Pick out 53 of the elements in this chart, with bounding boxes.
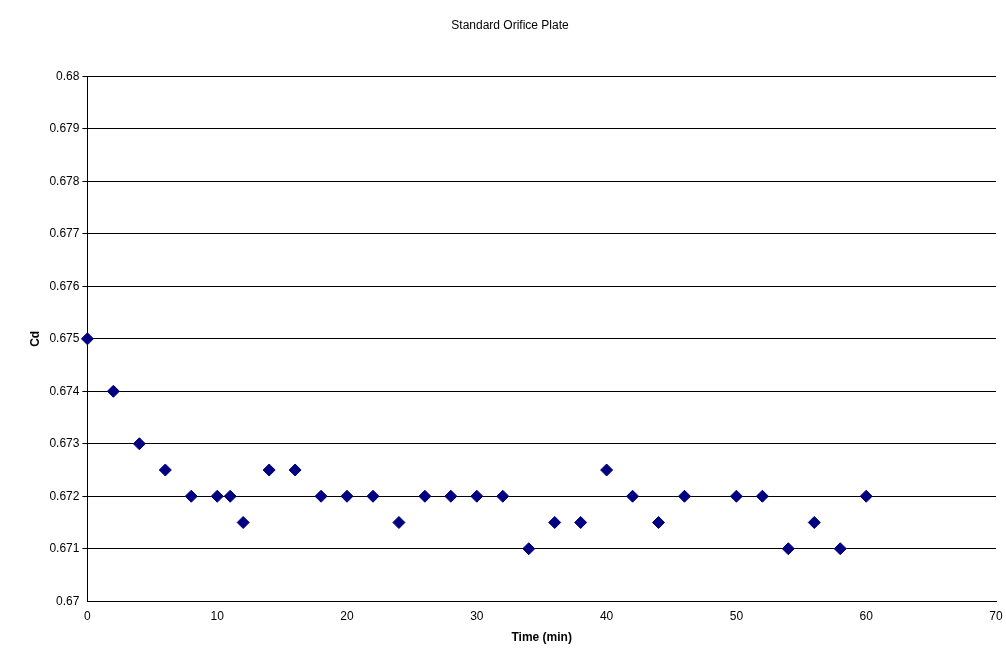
x-tick-label: 70 — [989, 608, 1003, 623]
point — [418, 489, 432, 503]
y-tick-label: 0.671 — [49, 541, 80, 556]
point — [184, 489, 198, 503]
point — [807, 515, 821, 529]
y-tick-label: 0.673 — [49, 436, 80, 451]
x-tick-label: 30 — [470, 608, 484, 623]
point — [288, 463, 302, 477]
point — [548, 515, 562, 529]
point — [496, 489, 510, 503]
point — [444, 489, 458, 503]
y-tick-label: 0.676 — [49, 278, 80, 293]
point — [340, 489, 354, 503]
x-tick-label: 20 — [340, 608, 355, 623]
point — [470, 489, 484, 503]
x-tick-label: 60 — [859, 608, 874, 623]
y-axis-title: Cd — [27, 330, 42, 347]
point — [80, 332, 94, 346]
point — [600, 463, 614, 477]
y-tick-label: 0.67 — [56, 593, 80, 608]
x-tick-label: 50 — [729, 608, 744, 623]
point — [859, 489, 873, 503]
point — [210, 489, 224, 503]
y-tick-label: 0.677 — [49, 226, 80, 241]
y-tick-label: 0.679 — [49, 121, 80, 136]
y-tick-label: 0.672 — [49, 488, 80, 503]
point — [755, 489, 769, 503]
y-tick-label: 0.68 — [56, 68, 80, 83]
point — [106, 384, 120, 398]
point — [236, 515, 250, 529]
point — [522, 542, 536, 556]
point — [132, 437, 146, 451]
x-tick-label: 40 — [599, 608, 614, 623]
y-tick-label: 0.678 — [49, 173, 80, 188]
point — [262, 463, 276, 477]
y-tick-label: 0.674 — [49, 383, 80, 398]
x-tick-label: 0 — [84, 608, 92, 623]
point — [158, 463, 172, 477]
point — [314, 489, 328, 503]
chart-title: Standard Orifice Plate — [451, 17, 570, 32]
point — [223, 489, 237, 503]
point — [833, 542, 847, 556]
x-axis-title: Time (min) — [511, 630, 572, 645]
point — [729, 489, 743, 503]
point — [366, 489, 380, 503]
point — [392, 515, 406, 529]
y-tick-label: 0.675 — [49, 331, 80, 346]
point — [677, 489, 691, 503]
point — [652, 515, 666, 529]
point — [781, 542, 795, 556]
point — [574, 515, 588, 529]
x-tick-label: 10 — [210, 608, 225, 623]
point — [626, 489, 640, 503]
